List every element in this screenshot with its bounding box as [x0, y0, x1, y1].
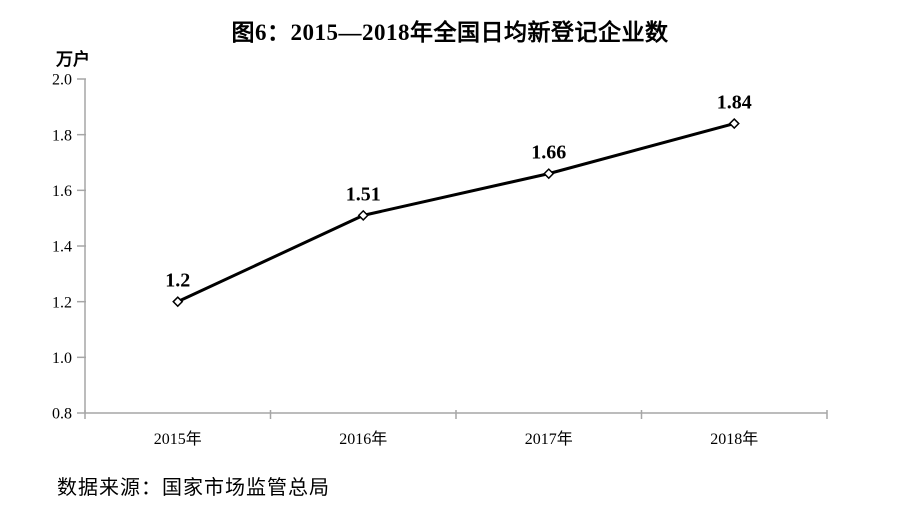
x-axis-label: 2016年 [339, 430, 387, 448]
data-line [176, 122, 736, 304]
y-axis-unit-label: 万户 [56, 50, 90, 69]
x-axis-label: 2015年 [154, 430, 202, 448]
x-axis-label: 2018年 [710, 430, 758, 448]
y-tick-label: 0.8 [52, 406, 72, 423]
y-tick-label: 1.4 [52, 239, 72, 256]
y-tick-label: 1.6 [52, 183, 72, 200]
data-point-marker [172, 296, 184, 308]
chart-title: 图6：2015—2018年全国日均新登记企业数 [231, 20, 669, 45]
data-point-label: 1.2 [165, 270, 190, 292]
data-point-label: 1.51 [346, 183, 381, 205]
x-axis-label: 2017年 [525, 430, 573, 448]
data-point-marker [543, 168, 555, 180]
y-tick-label: 1.0 [52, 350, 72, 367]
data-point-label: 1.84 [717, 92, 752, 114]
data-point-marker [728, 117, 740, 130]
data-source-note: 数据来源：国家市场监管总局 [57, 477, 330, 499]
y-tick-label: 1.2 [52, 294, 72, 311]
data-point-marker [357, 209, 369, 221]
y-tick-label: 2.0 [52, 72, 72, 89]
data-point-label: 1.66 [531, 142, 566, 164]
y-tick-label: 1.8 [52, 127, 72, 144]
